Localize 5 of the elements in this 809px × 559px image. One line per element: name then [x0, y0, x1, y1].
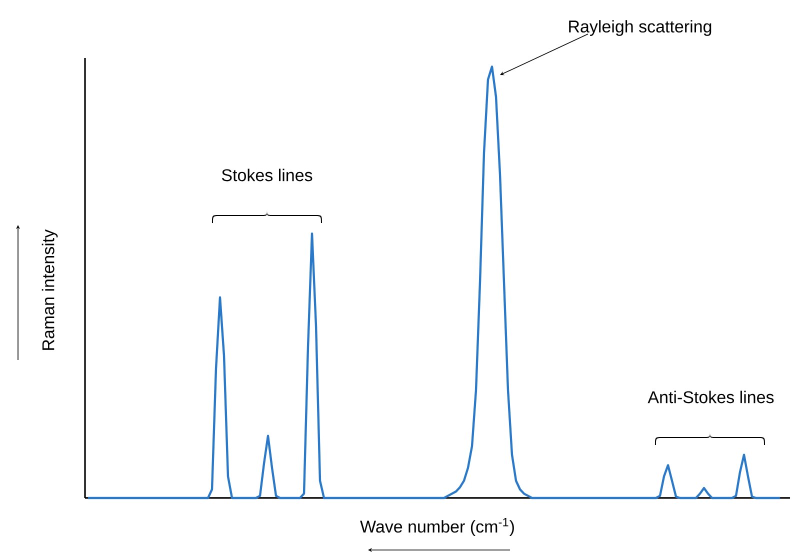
annotation: Stokes lines — [222, 168, 312, 182]
y-axis-title: Raman intensity — [42, 229, 58, 350]
annotation: Anti-Stokes lines — [648, 390, 774, 404]
text: Rayleigh scattering — [569, 20, 712, 36]
x-axis-title: Wave number (cm$^{-1}$) — [360, 518, 514, 536]
